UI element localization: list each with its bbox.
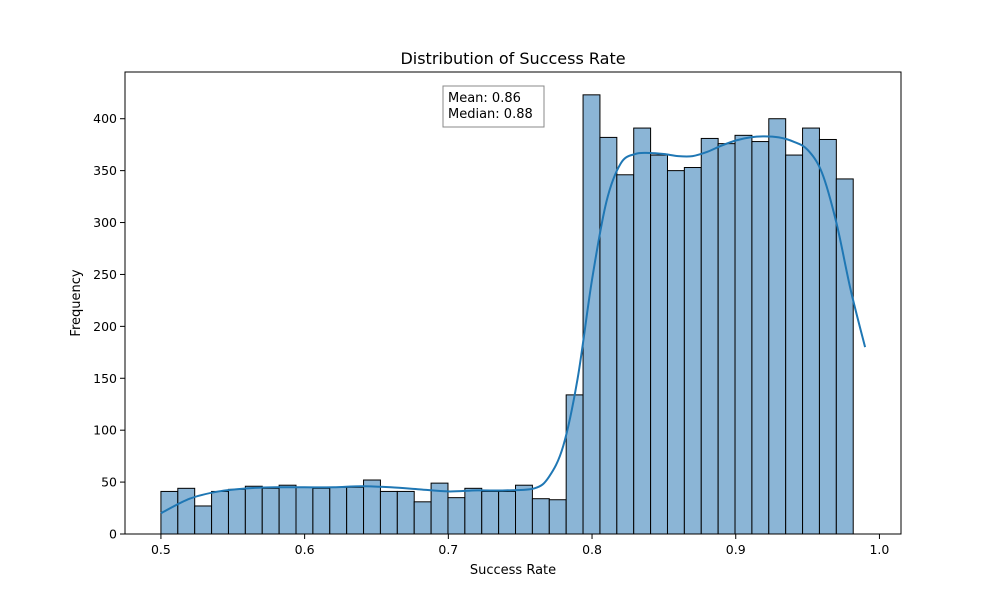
x-tick-label: 0.5: [151, 542, 171, 557]
chart-title: Distribution of Success Rate: [400, 49, 625, 68]
histogram-bar: [666, 170, 685, 535]
x-tick-label: 0.8: [582, 542, 602, 557]
x-tick-label: 1.0: [869, 542, 889, 557]
x-tick-label: 0.9: [726, 542, 746, 557]
histogram-bar: [194, 505, 213, 535]
histogram-bars: [160, 94, 854, 535]
histogram-bar: [211, 490, 229, 535]
histogram-bar: [700, 137, 719, 535]
histogram-bar: [717, 143, 736, 535]
y-tick-label: 150: [93, 371, 117, 386]
plot-frame: [124, 71, 902, 535]
y-axis-ticks: 0 50 100 150 200 250 300 350 400: [93, 111, 125, 542]
histogram-bar: [261, 487, 280, 535]
histogram-bar: [227, 488, 246, 535]
histogram-bar: [531, 498, 550, 535]
histogram-bar: [802, 127, 820, 535]
y-tick-label: 200: [93, 319, 117, 334]
histogram-bar: [565, 394, 584, 535]
histogram-bar: [751, 141, 770, 535]
histogram-bar: [768, 118, 787, 535]
histogram-bar: [650, 154, 668, 535]
histogram-bar: [633, 127, 652, 535]
y-tick-label: 400: [93, 111, 117, 126]
histogram-bar: [396, 490, 415, 535]
y-tick-label: 350: [93, 163, 117, 178]
histogram-bar: [363, 479, 381, 535]
histogram-bar: [464, 487, 483, 535]
y-tick-label: 100: [93, 423, 117, 438]
histogram-bar: [734, 134, 753, 535]
histogram-bar: [295, 486, 314, 535]
y-tick-label: 250: [93, 267, 117, 282]
histogram-bar: [498, 490, 517, 535]
y-tick-label: 300: [93, 215, 117, 230]
histogram-bar: [177, 487, 196, 535]
y-axis-label: Frequency: [69, 269, 84, 336]
histogram-bar: [683, 167, 702, 535]
mean-label: Mean: 0.86: [448, 91, 521, 106]
y-tick-label: 50: [101, 475, 117, 490]
stats-box: [442, 85, 545, 128]
kde-curve: [160, 135, 867, 515]
histogram-bar: [481, 490, 500, 535]
histogram-bar: [413, 501, 432, 535]
x-axis-ticks: 0.5 0.6 0.7 0.8 0.9 1.0: [151, 534, 889, 557]
median-label: Median: 0.88: [448, 107, 533, 122]
histogram-bar: [312, 487, 331, 535]
y-tick-label: 0: [109, 527, 117, 542]
histogram-bar: [785, 154, 804, 535]
x-tick-label: 0.7: [438, 542, 458, 557]
histogram-bar: [818, 138, 837, 535]
histogram-bar: [548, 499, 567, 535]
histogram-bar: [582, 94, 601, 535]
histogram-bar: [346, 486, 365, 535]
histogram-bar: [515, 484, 533, 535]
histogram-bar: [244, 485, 263, 535]
x-axis-label: Success Rate: [470, 563, 556, 578]
histogram-bar: [379, 490, 398, 535]
x-tick-label: 0.6: [295, 542, 315, 557]
histogram-bar: [278, 484, 297, 535]
histogram-bar: [447, 497, 466, 535]
histogram-bar: [616, 174, 635, 535]
histogram-bar: [329, 486, 348, 535]
stats-annotation: Mean: 0.86 Median: 0.88: [442, 85, 545, 128]
